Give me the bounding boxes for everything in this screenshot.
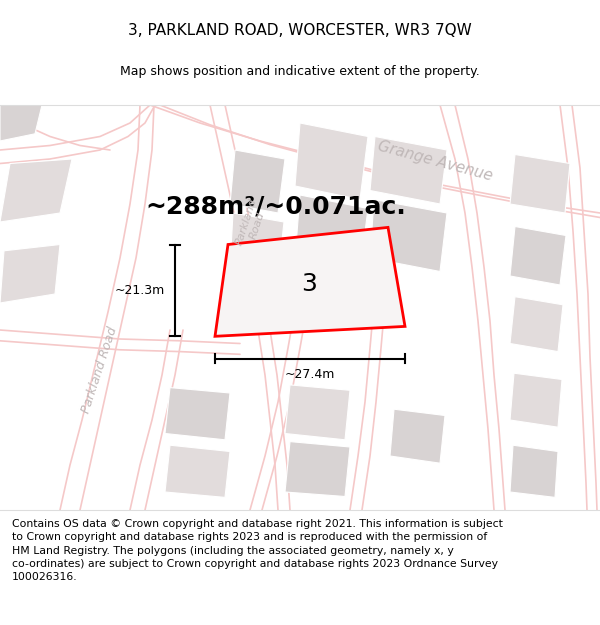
Polygon shape bbox=[295, 195, 368, 271]
Text: 3, PARKLAND ROAD, WORCESTER, WR3 7QW: 3, PARKLAND ROAD, WORCESTER, WR3 7QW bbox=[128, 23, 472, 38]
Polygon shape bbox=[510, 154, 570, 213]
Polygon shape bbox=[390, 409, 445, 463]
Polygon shape bbox=[165, 388, 230, 440]
Polygon shape bbox=[510, 226, 566, 285]
Polygon shape bbox=[230, 150, 285, 213]
Polygon shape bbox=[510, 297, 563, 352]
Polygon shape bbox=[285, 385, 350, 440]
Polygon shape bbox=[230, 213, 284, 276]
Polygon shape bbox=[215, 228, 405, 336]
Text: Parkland Road: Parkland Road bbox=[80, 326, 120, 416]
Text: ~288m²/~0.071ac.: ~288m²/~0.071ac. bbox=[145, 195, 406, 219]
Text: 3: 3 bbox=[301, 272, 317, 296]
Polygon shape bbox=[0, 244, 60, 303]
Polygon shape bbox=[0, 105, 42, 141]
Polygon shape bbox=[295, 123, 368, 199]
Text: ~21.3m: ~21.3m bbox=[115, 284, 165, 297]
Text: Grange Avenue: Grange Avenue bbox=[376, 138, 494, 183]
Text: Contains OS data © Crown copyright and database right 2021. This information is : Contains OS data © Crown copyright and d… bbox=[12, 519, 503, 582]
Polygon shape bbox=[0, 159, 72, 222]
Polygon shape bbox=[370, 199, 447, 271]
Polygon shape bbox=[510, 373, 562, 428]
Polygon shape bbox=[285, 442, 350, 496]
Text: ~27.4m: ~27.4m bbox=[285, 368, 335, 381]
Text: Map shows position and indicative extent of the property.: Map shows position and indicative extent… bbox=[120, 65, 480, 78]
Text: Parkland
Road: Parkland Road bbox=[234, 198, 270, 251]
Polygon shape bbox=[165, 445, 230, 498]
Polygon shape bbox=[370, 136, 447, 204]
Polygon shape bbox=[510, 445, 558, 498]
